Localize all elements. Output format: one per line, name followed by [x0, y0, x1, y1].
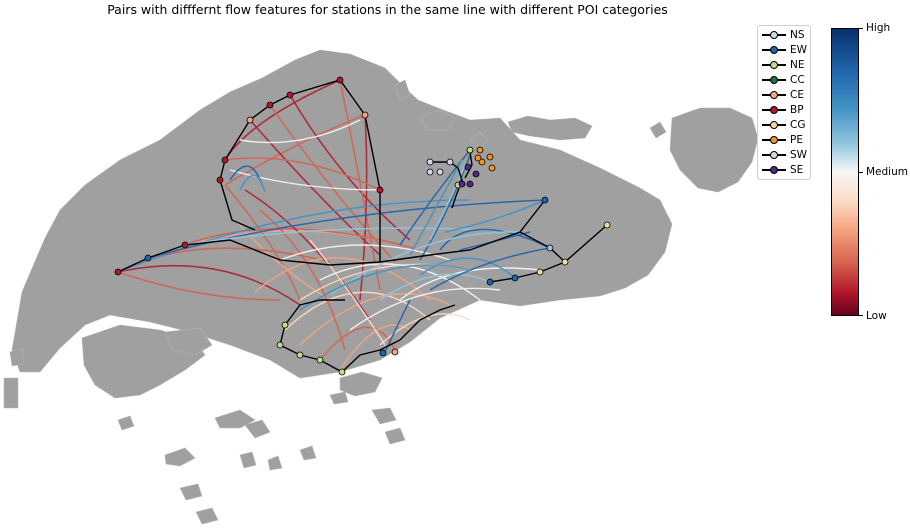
station-marker	[466, 180, 474, 188]
station-marker	[286, 91, 294, 99]
legend-label: NE	[790, 59, 805, 71]
legend-label: BP	[790, 104, 804, 116]
station-marker	[474, 154, 482, 162]
legend-marker	[770, 61, 778, 69]
station-marker	[281, 321, 289, 329]
station-marker	[546, 244, 554, 252]
station-marker	[181, 241, 189, 249]
legend: NS EW NE CC CE BP CG PE SW SE	[757, 25, 811, 180]
legend-marker	[770, 46, 778, 54]
legend-item: SW	[762, 148, 808, 162]
station-marker	[216, 176, 224, 184]
station-marker	[446, 158, 454, 166]
low-flow-arcs	[117, 79, 451, 371]
colorbar-high-label: High	[866, 22, 891, 34]
legend-label: PE	[790, 134, 803, 146]
stations	[114, 76, 611, 376]
legend-marker	[770, 121, 778, 129]
legend-label: CE	[790, 89, 804, 101]
legend-marker	[770, 91, 778, 99]
legend-label: CG	[790, 119, 806, 131]
legend-marker	[770, 76, 778, 84]
legend-item: NE	[762, 58, 808, 72]
station-marker	[361, 111, 369, 119]
legend-label: SE	[790, 164, 804, 176]
colorbar-tick	[859, 172, 863, 173]
legend-item: CE	[762, 88, 808, 102]
station-marker	[114, 268, 122, 276]
station-marker	[511, 274, 519, 282]
station-marker	[478, 158, 486, 166]
legend-item: NS	[762, 28, 808, 42]
station-marker	[266, 101, 274, 109]
legend-label: SW	[790, 149, 808, 161]
map	[3, 49, 759, 525]
station-marker	[536, 268, 544, 276]
station-marker	[391, 348, 399, 356]
legend-item: PE	[762, 133, 808, 147]
station-marker	[246, 116, 254, 124]
colorbar-tick	[859, 315, 863, 316]
station-marker	[276, 341, 284, 349]
land-mass	[3, 49, 759, 525]
high-flow-arcs	[117, 149, 551, 353]
station-marker	[338, 368, 346, 376]
station-marker	[486, 278, 494, 286]
page-title: Pairs with difffernt flow features for s…	[107, 2, 668, 17]
legend-marker	[770, 106, 778, 114]
station-marker	[379, 349, 387, 357]
station-marker	[476, 146, 484, 154]
legend-marker	[770, 151, 778, 159]
colorbar	[831, 28, 859, 316]
legend-label: CC	[790, 74, 805, 86]
station-marker	[336, 76, 344, 84]
station-marker	[561, 258, 569, 266]
station-marker	[466, 146, 474, 154]
colorbar-medium-label: Medium	[866, 166, 908, 178]
medium-flow-arcs	[229, 119, 541, 346]
legend-label: EW	[790, 44, 808, 56]
legend-marker	[770, 166, 778, 174]
station-marker	[464, 163, 472, 171]
station-marker	[144, 254, 152, 262]
station-marker	[436, 168, 444, 176]
station-marker	[603, 221, 611, 229]
station-marker	[488, 164, 496, 172]
colorbar-low-label: Low	[866, 310, 887, 322]
station-marker	[316, 356, 324, 364]
legend-item: EW	[762, 43, 808, 57]
legend-item: SE	[762, 163, 808, 177]
station-marker	[486, 153, 494, 161]
colorbar-tick	[859, 28, 863, 29]
legend-item: CC	[762, 73, 808, 87]
station-marker	[458, 180, 466, 188]
station-marker	[296, 351, 304, 359]
station-marker	[426, 158, 434, 166]
legend-label: NS	[790, 29, 805, 41]
legend-item: CG	[762, 118, 808, 132]
station-marker	[376, 186, 384, 194]
station-marker	[541, 196, 549, 204]
station-marker	[426, 168, 434, 176]
legend-item: BP	[762, 103, 808, 117]
legend-marker	[770, 31, 778, 39]
legend-marker	[770, 136, 778, 144]
station-marker	[221, 156, 229, 164]
station-marker	[472, 170, 480, 178]
